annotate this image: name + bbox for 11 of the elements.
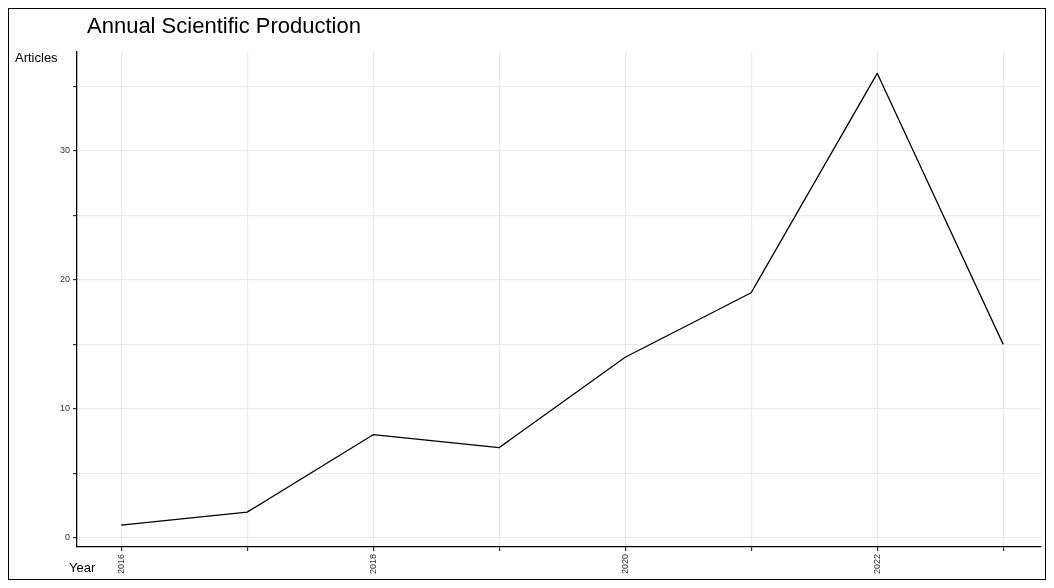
x-axis-title: Year — [69, 560, 96, 576]
chart-title: Annual Scientific Production — [87, 13, 361, 39]
y-axis-title: Articles — [15, 50, 59, 66]
y-tick-label: 30 — [60, 145, 71, 156]
x-tick-label: 2022 — [871, 553, 882, 575]
y-tick-label: 10 — [60, 403, 71, 414]
y-tick-label: 0 — [65, 532, 71, 543]
x-tick-label: 2018 — [367, 553, 378, 575]
x-tick-label: 2016 — [115, 553, 126, 575]
y-tick-label: 20 — [60, 274, 71, 285]
x-tick-label: 2020 — [619, 553, 630, 575]
